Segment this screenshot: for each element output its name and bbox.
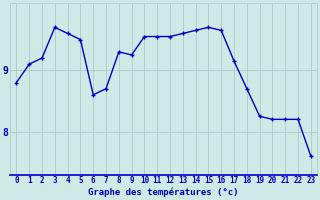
X-axis label: Graphe des températures (°c): Graphe des températures (°c)	[88, 188, 239, 197]
